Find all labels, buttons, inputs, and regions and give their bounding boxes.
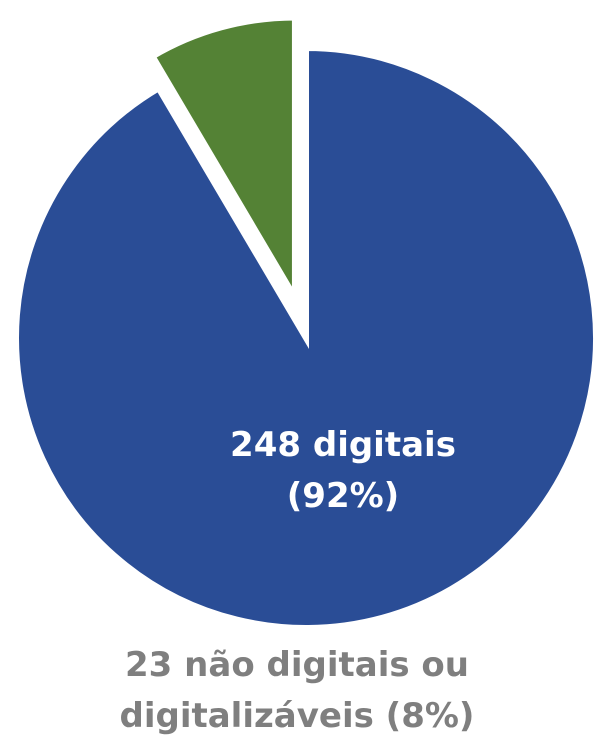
data-label: 248 digitais (92%) bbox=[230, 425, 456, 516]
pie-slice bbox=[148, 14, 298, 309]
data-label: 23 não digitais ou digitalizáveis (8%) bbox=[119, 645, 475, 736]
pie-slice bbox=[13, 44, 594, 631]
